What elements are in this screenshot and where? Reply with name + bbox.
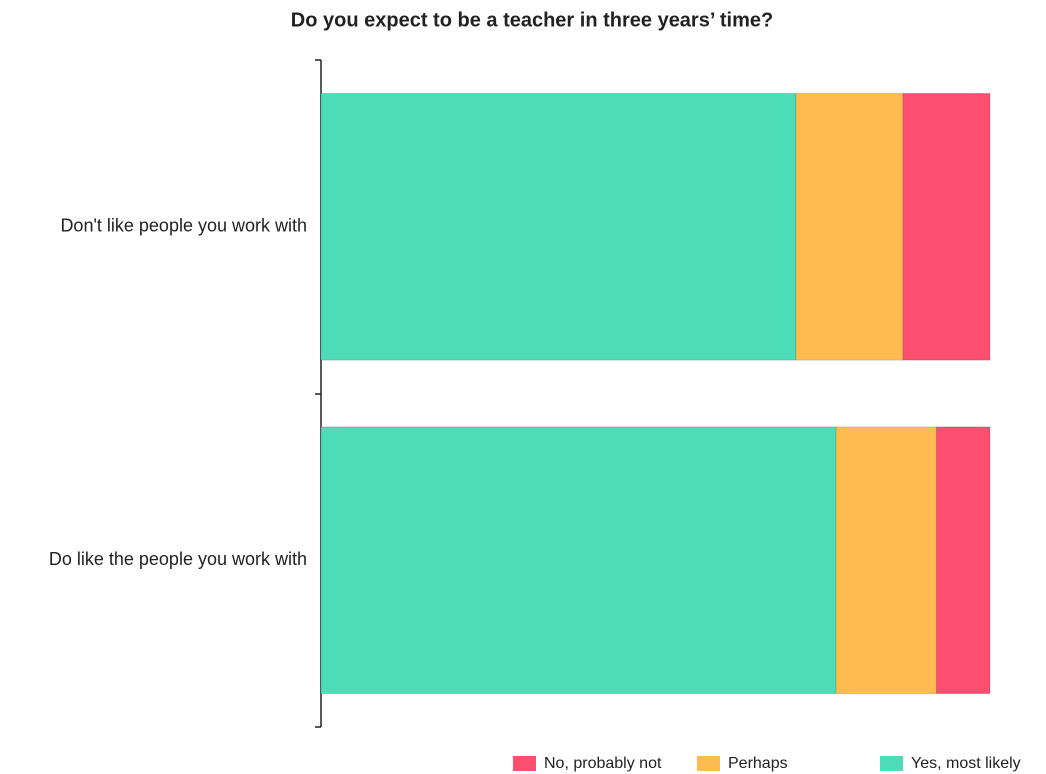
legend-label: Yes, most likely <box>911 755 1021 772</box>
legend-label: No, probably not <box>544 755 662 772</box>
legend-swatch <box>880 756 903 771</box>
bar-segment <box>795 92 904 361</box>
category-axis <box>315 59 322 728</box>
bar-segment <box>320 426 837 695</box>
bar-segment <box>835 426 937 695</box>
bar-segment <box>320 92 797 361</box>
legend-swatch <box>513 756 536 771</box>
bar-segment <box>935 426 991 695</box>
legend-label: Perhaps <box>728 755 788 772</box>
legend-swatch <box>697 756 720 771</box>
chart-title: Do you expect to be a teacher in three y… <box>291 9 773 31</box>
y-tick-label: Do like the people you work with <box>49 549 307 569</box>
y-tick-label: Don't like people you work with <box>60 216 307 236</box>
bar-segment <box>902 92 991 361</box>
